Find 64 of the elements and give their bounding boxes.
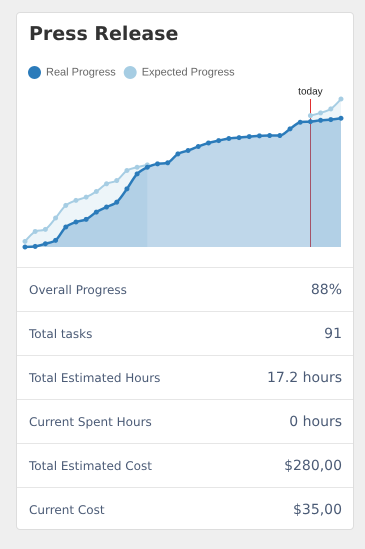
point [84, 216, 89, 222]
point [186, 148, 191, 154]
point [144, 164, 150, 170]
point [22, 244, 28, 250]
point [246, 134, 252, 140]
point [165, 160, 170, 166]
point [277, 133, 282, 138]
text: today [298, 86, 323, 98]
point [134, 171, 140, 176]
text: 17.2 hours [267, 370, 342, 386]
text: Total tasks [29, 326, 92, 340]
point [104, 204, 110, 210]
point [155, 161, 160, 166]
point [338, 96, 344, 102]
chart-title: Press Release [29, 23, 178, 45]
text: Total Estimated Hours [29, 370, 160, 384]
point [63, 224, 68, 230]
text: 91 [324, 326, 342, 342]
text: Current Cost [29, 502, 105, 516]
point [196, 144, 201, 150]
point [42, 226, 48, 232]
point [22, 238, 28, 244]
point [134, 164, 140, 170]
point [94, 210, 99, 215]
point [124, 168, 130, 173]
point [53, 238, 58, 243]
point [104, 181, 110, 186]
legend-label: Expected Progress [142, 66, 236, 78]
point [114, 200, 120, 205]
point [63, 202, 68, 208]
point [32, 244, 38, 249]
point [338, 116, 344, 121]
point [216, 138, 222, 144]
legend-label: Real Progress [46, 66, 116, 78]
point [114, 178, 120, 184]
text: $280,00 [284, 458, 342, 474]
text: 88% [310, 282, 342, 298]
point [308, 113, 313, 118]
point [256, 133, 262, 138]
text: $35,00 [293, 502, 342, 518]
point [206, 140, 211, 146]
point [318, 118, 324, 123]
text: 0 hours [289, 414, 342, 430]
point [318, 110, 324, 116]
point [32, 228, 38, 234]
point [328, 117, 334, 122]
point [73, 219, 78, 224]
point [288, 126, 293, 132]
text: Current Spent Hours [29, 414, 152, 428]
point [53, 215, 58, 220]
point [175, 151, 180, 156]
point [42, 241, 48, 246]
point [236, 135, 242, 140]
point [298, 120, 303, 125]
point [94, 189, 99, 194]
point [124, 186, 130, 192]
point [226, 136, 232, 142]
point [267, 133, 272, 138]
point [84, 194, 89, 200]
text: Overall Progress [29, 282, 127, 296]
point [328, 106, 334, 112]
point [308, 119, 313, 124]
text: Total Estimated Cost [29, 458, 152, 472]
point [73, 198, 78, 203]
